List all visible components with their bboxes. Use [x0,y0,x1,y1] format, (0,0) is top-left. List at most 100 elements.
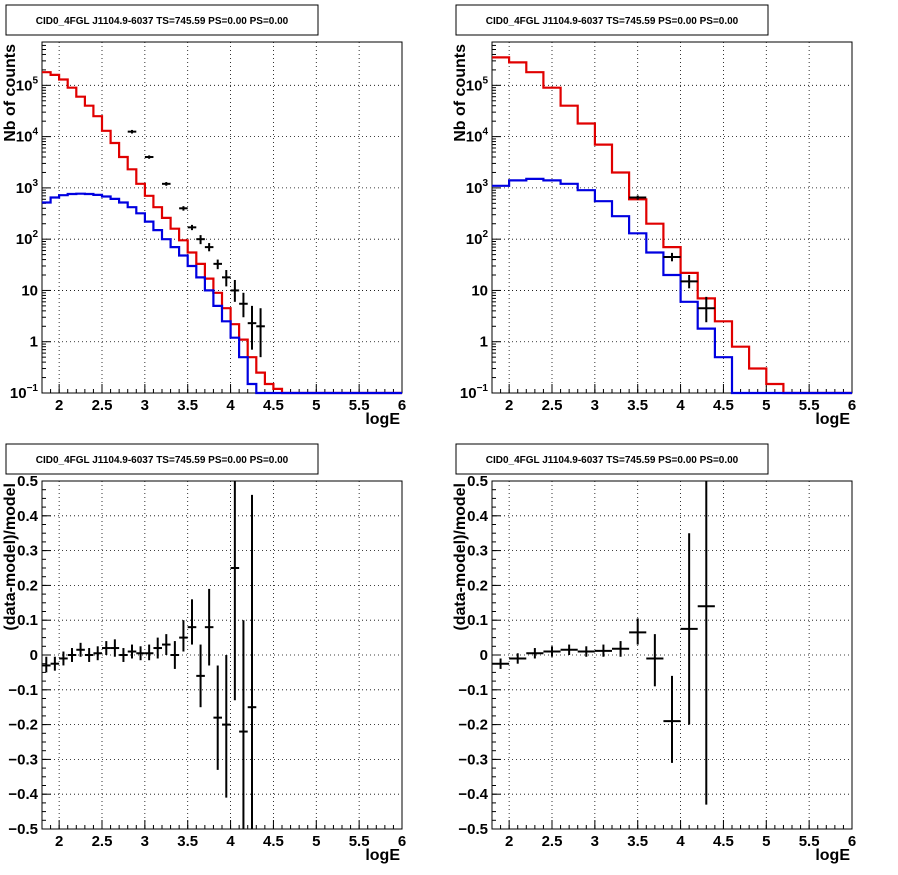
y-tick-label: 0.4 [17,508,39,525]
data-point [110,639,120,657]
data-point [492,658,510,669]
histogram-series-2 [492,177,852,395]
y-tick-label: −0.2 [458,717,488,734]
data-point [577,646,595,657]
y-axis-label: Nb of counts [2,44,19,142]
data-point [629,618,647,645]
chart-panel-1: CID0_4FGL J1104.9-6037 TS=745.59 PS=0.00… [2,4,406,428]
data-point [663,252,681,262]
data-point [162,182,171,186]
data-point [76,642,85,657]
data-point [50,656,60,671]
y-tick-label: 0.1 [467,612,488,629]
data-point [170,641,180,669]
x-tick-label: 5.5 [799,397,820,414]
x-tick-label: 4.5 [713,397,734,414]
x-tick-label: 5 [762,397,770,414]
x-tick-label: 4 [676,397,685,414]
data-point [204,243,214,252]
data-point [187,599,197,645]
data-point [84,648,94,662]
title-box [5,4,319,36]
data-point [102,641,111,655]
y-tick-label: 0 [30,647,38,664]
y-tick-label: 0.5 [467,473,488,490]
y-tick-label: 103 [466,178,489,197]
x-tick-label: 2 [505,397,513,414]
data-point [204,588,214,666]
x-tick-label: 3 [141,397,149,414]
data-point [213,665,222,770]
x-tick-label: 4 [226,833,235,850]
data-point [162,634,171,655]
y-tick-label: 105 [466,75,489,94]
x-tick-label: 2.5 [542,833,563,850]
y-tick-label: 105 [16,75,39,94]
y-tick-label: −0.4 [458,786,488,803]
data-point [256,308,265,358]
y-tick-label: 1 [480,334,488,351]
x-axis-label: logE [365,847,400,864]
histogram-series-2 [42,192,402,395]
data-point [179,620,188,652]
data-point [144,155,154,159]
x-tick-label: 4.5 [713,833,734,850]
data-point [42,656,51,673]
y-tick-label: 0.3 [17,543,38,560]
x-tick-label: 5.5 [349,397,370,414]
data-point [680,533,698,725]
chart-panel-3: CID0_4FGL J1104.9-6037 TS=745.59 PS=0.00… [2,443,406,864]
y-tick-label: 0.4 [467,508,489,525]
x-tick-label: 3 [591,397,599,414]
x-tick-label: 2 [55,397,63,414]
data-point [697,296,715,323]
y-tick-label: 0.2 [17,577,38,594]
plot-frame [491,41,853,394]
x-tick-label: 4.5 [263,833,284,850]
data-point [612,641,630,657]
x-tick-label: 2 [55,833,63,850]
y-tick-label: −0.1 [458,682,488,699]
data-point [239,620,248,829]
y-tick-label: −0.4 [8,786,38,803]
y-tick-label: −0.3 [458,751,488,768]
x-tick-label: 3 [591,833,599,850]
histogram-series-1 [492,56,852,395]
x-axis-label: logE [815,411,850,428]
data-point [222,270,231,287]
data-point [509,653,527,664]
data-point [543,646,561,657]
x-tick-label: 5.5 [799,833,820,850]
x-tick-label: 3 [141,833,149,850]
data-point [594,644,612,657]
data-point [127,129,137,134]
x-tick-label: 5 [312,397,320,414]
chart-title: CID0_4FGL J1104.9-6037 TS=745.59 PS=0.00… [486,455,739,466]
y-tick-label: 102 [16,229,39,248]
data-point [247,494,257,829]
y-tick-label: 0 [480,647,488,664]
x-tick-label: 5 [762,833,770,850]
x-tick-label: 3.5 [177,397,198,414]
data-point [67,648,77,662]
x-tick-label: 6 [398,833,406,850]
y-axis-label: (data-model)/model [452,483,469,631]
y-tick-label: −0.2 [8,717,38,734]
y-tick-label: −0.3 [8,751,38,768]
y-axis-label: (data-model)/model [2,483,19,631]
x-tick-label: 2.5 [92,833,113,850]
x-tick-label: 4 [226,397,235,414]
y-tick-label: 0.3 [467,543,488,560]
y-tick-label: 1 [30,334,38,351]
data-point [230,481,240,701]
y-tick-label: 0.5 [17,473,38,490]
chart-title: CID0_4FGL J1104.9-6037 TS=745.59 PS=0.00… [36,16,289,27]
y-tick-label: −0.5 [458,821,488,838]
title-box [5,443,319,475]
chart-title: CID0_4FGL J1104.9-6037 TS=745.59 PS=0.00… [36,455,289,466]
y-tick-label: 103 [16,178,39,197]
x-axis-label: logE [815,847,850,864]
x-tick-label: 6 [398,397,406,414]
data-point [127,644,137,659]
